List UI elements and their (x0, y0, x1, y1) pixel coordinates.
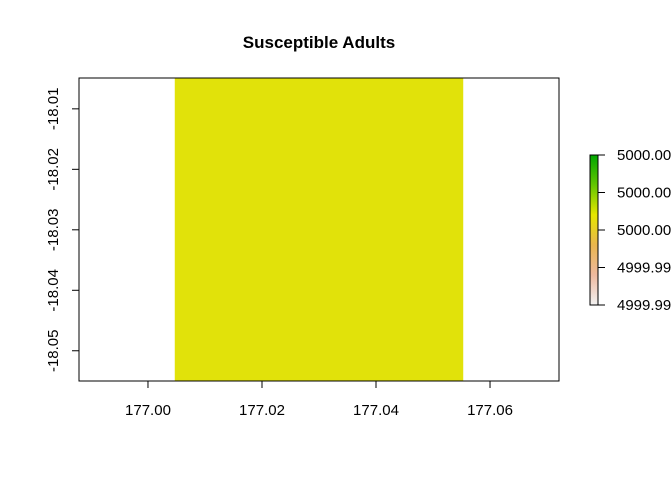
chart-title: Susceptible Adults (243, 33, 395, 52)
plot-area (78, 77, 560, 382)
x-tick-label: 177.06 (467, 402, 513, 419)
color-legend: 5000.00 5000.00 5000.00 4999.99 4999.99 (589, 147, 671, 314)
y-tick-label: -18.04 (45, 269, 62, 312)
legend-tick-label: 5000.00 (617, 222, 671, 239)
y-tick-label: -18.03 (45, 209, 62, 252)
legend-tick-label: 4999.99 (617, 297, 671, 314)
legend-tick-label: 4999.99 (617, 260, 671, 277)
x-tick-label: 177.00 (125, 402, 171, 419)
x-tick-label: 177.04 (353, 402, 399, 419)
y-tick-label: -18.05 (45, 329, 62, 372)
legend-color-bar (589, 154, 599, 306)
x-axis: 177.00 177.02 177.04 177.06 (125, 381, 513, 419)
raster-cell (174, 78, 464, 381)
x-tick-label: 177.02 (239, 402, 285, 419)
legend-tick-label: 5000.00 (617, 147, 671, 164)
legend-tick-label: 5000.00 (617, 185, 671, 202)
y-tick-label: -18.01 (45, 88, 62, 131)
y-axis: -18.01 -18.02 -18.03 -18.04 -18.05 (45, 88, 79, 372)
y-tick-label: -18.02 (45, 148, 62, 191)
